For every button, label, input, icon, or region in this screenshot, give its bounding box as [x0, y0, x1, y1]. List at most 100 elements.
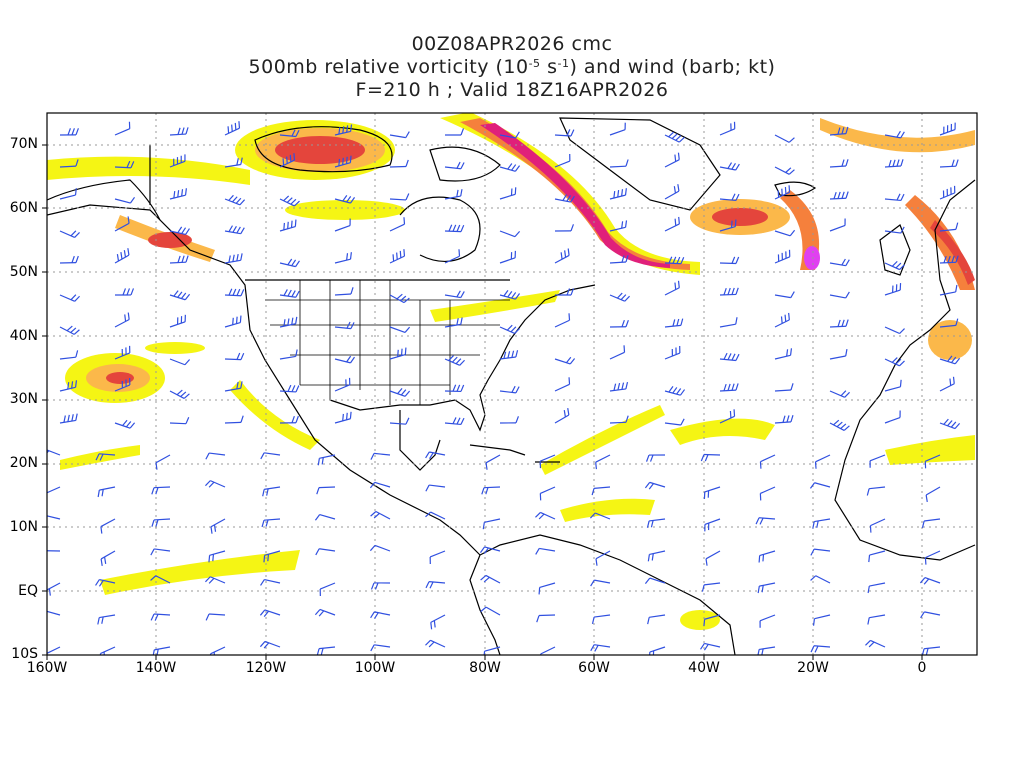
wind-barb-feather [185, 417, 190, 424]
wind-barb-feather [234, 122, 237, 130]
wind-barb-feather [816, 520, 819, 528]
wind-barb-feather [482, 522, 485, 530]
wind-barb-feather [205, 613, 210, 621]
wind-barb-feather [456, 417, 461, 425]
wind-barb-feather [723, 288, 727, 296]
wind-barb-feather [620, 294, 627, 301]
wind-barb-feather [676, 388, 682, 395]
wind-barb-feather [295, 415, 299, 423]
wind-barb-feather [625, 382, 629, 390]
wind-barb [925, 550, 941, 559]
wind-barb-feather [263, 555, 266, 563]
wind-barb-feather [130, 161, 135, 169]
wind-barb-feather [320, 648, 324, 655]
state-boundaries [265, 280, 510, 405]
wind-barb-feather [227, 126, 230, 134]
wind-barb-feather [373, 512, 380, 519]
wind-barb-feather [97, 490, 100, 498]
wind-barb-feather [184, 359, 191, 366]
wind-barb-feather [723, 383, 727, 391]
wind-barb [389, 353, 406, 360]
wind-barb-feather [676, 256, 681, 264]
wind-barb [210, 480, 226, 488]
wind-barb-feather [236, 226, 241, 234]
wind-barb [594, 644, 611, 648]
wind-barb-feather [283, 289, 288, 296]
wind-barb-feather [318, 610, 325, 617]
wind-barb [59, 194, 76, 200]
wind-barb [334, 358, 351, 364]
wind-barb [704, 486, 721, 493]
wind-barb [279, 323, 296, 328]
wind-barb-feather [95, 579, 100, 586]
wind-barb [499, 193, 516, 200]
wind-barb-feather [291, 290, 296, 297]
wind-barb-feather [701, 584, 705, 592]
wind-barb-feather [295, 349, 298, 357]
wind-barb-feather [899, 379, 902, 387]
wind-barb-feather [567, 407, 570, 416]
wind-barb [153, 518, 171, 521]
wind-barb-feather [228, 225, 234, 232]
wind-barb [374, 544, 391, 552]
wind-barb [59, 230, 75, 238]
wind-barb-feather [260, 452, 265, 460]
wind-barb-feather [674, 154, 677, 162]
wind-barb [98, 453, 116, 456]
wind-barb-feather [955, 159, 959, 167]
wind-barb-feather [287, 258, 293, 266]
wind-barb-feather [152, 649, 155, 655]
wind-barb [594, 486, 611, 489]
wind-barb-feather [70, 230, 77, 237]
wind-barb [609, 421, 627, 424]
wind-barb-feather [150, 613, 155, 621]
wind-barb-feather [125, 421, 132, 428]
wind-barb-feather [127, 248, 130, 256]
wind-barb-feather [503, 290, 509, 297]
wind-barb-feather [868, 641, 875, 648]
wind-barb-feather [595, 462, 597, 470]
wind-barb-feather [181, 255, 185, 263]
wind-barb-feather [342, 195, 348, 202]
wind-barb [704, 518, 721, 525]
wind-barb [814, 548, 831, 552]
wind-barb-feather [239, 199, 246, 206]
wind-barb-feather [173, 191, 176, 199]
wind-barb-feather [840, 423, 847, 430]
wind-barb-feather [649, 454, 654, 462]
wind-barb [704, 582, 721, 586]
wind-barb-feather [538, 587, 541, 595]
wind-barb-feather [672, 256, 677, 264]
wind-barb-feather [282, 158, 285, 166]
wind-barb [760, 486, 776, 495]
wind-barb-feather [761, 585, 764, 593]
wind-barb-feather [646, 520, 650, 528]
wind-barb-feather [507, 163, 513, 170]
wind-barb [154, 548, 171, 552]
wind-barb-feather [396, 252, 398, 260]
wind-barb-feather [507, 291, 513, 298]
wind-barb [594, 512, 611, 520]
wind-barb-feather [317, 458, 320, 466]
wind-barb-feather [452, 417, 457, 424]
wind-barb [155, 575, 171, 584]
wind-barb-feather [955, 222, 959, 230]
wind-barb [870, 518, 886, 527]
graticule [47, 113, 977, 655]
wind-barb-feather [455, 358, 462, 365]
wind-barb [99, 614, 116, 619]
wind-barb [774, 389, 792, 392]
wind-barb-feather [841, 319, 845, 327]
wind-barb-feather [900, 159, 904, 167]
wind-barb-feather [680, 318, 684, 326]
wind-barb-feather [625, 159, 629, 167]
wind-barb-feather [236, 352, 241, 360]
wind-barb-feather [675, 135, 682, 141]
wind-barb-feather [71, 255, 75, 263]
wind-barb-feather [651, 553, 654, 561]
wind-barb [279, 294, 296, 298]
wind-barb-feather [481, 487, 485, 495]
wind-barb-feather [570, 129, 575, 137]
wind-barb-feather [180, 391, 187, 398]
wind-barb [869, 582, 886, 587]
